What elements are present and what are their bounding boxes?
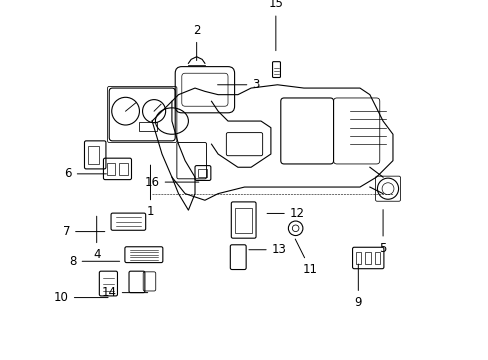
Bar	[365, 252, 370, 264]
Text: 4: 4	[93, 216, 100, 261]
Bar	[198, 169, 206, 177]
Text: 14: 14	[102, 286, 147, 299]
Bar	[119, 163, 127, 175]
Text: 1: 1	[146, 165, 154, 218]
Bar	[235, 208, 251, 233]
Text: 8: 8	[69, 255, 120, 268]
Bar	[106, 163, 115, 175]
Bar	[374, 252, 379, 264]
Bar	[139, 122, 157, 131]
Text: 2: 2	[192, 24, 200, 60]
Text: 3: 3	[217, 78, 259, 91]
Text: 10: 10	[54, 291, 108, 304]
Text: 16: 16	[144, 176, 199, 189]
Bar	[355, 252, 361, 264]
Text: 12: 12	[266, 207, 304, 220]
Text: 6: 6	[64, 167, 106, 180]
Text: 13: 13	[248, 243, 286, 256]
Text: 11: 11	[295, 239, 317, 276]
Text: 7: 7	[62, 225, 104, 238]
Text: 5: 5	[379, 210, 386, 255]
Bar	[88, 146, 99, 164]
Text: 15: 15	[268, 0, 283, 51]
Text: 9: 9	[354, 264, 361, 309]
